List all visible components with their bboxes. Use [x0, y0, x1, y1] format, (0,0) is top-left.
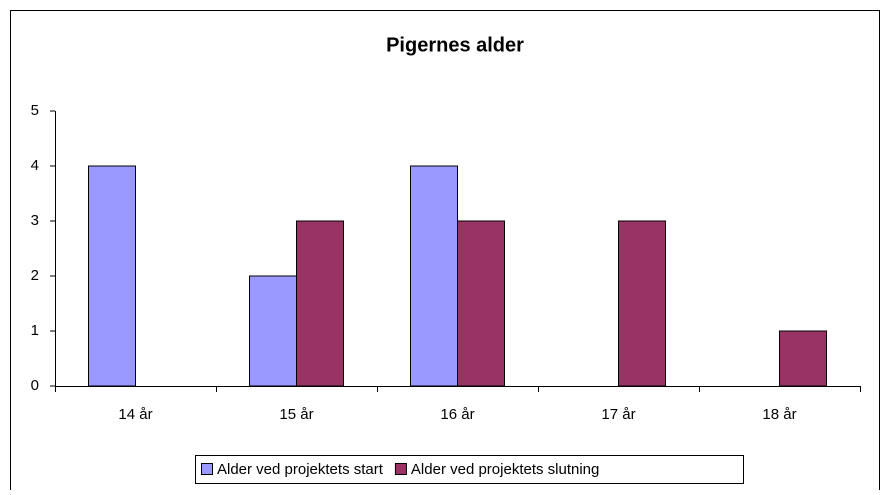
bar — [296, 220, 344, 387]
chart-title: Pigernes alder — [386, 34, 524, 56]
y-tick-label: 1 — [31, 322, 39, 339]
x-tick-label: 14 år — [118, 406, 152, 423]
x-tick-label: 16 år — [440, 406, 474, 423]
legend-label: Alder ved projektets slutning — [411, 461, 599, 478]
bar — [249, 275, 297, 387]
y-tick-label: 0 — [31, 377, 39, 394]
legend-swatch — [201, 463, 213, 475]
bar — [779, 330, 827, 387]
legend-label: Alder ved projektets start — [217, 461, 384, 478]
y-tick-label: 5 — [31, 102, 39, 119]
y-tick-label: 4 — [31, 157, 39, 174]
bar — [618, 220, 666, 387]
y-tick-label: 3 — [31, 212, 39, 229]
x-tick-label: 15 år — [279, 406, 313, 423]
legend-swatch — [394, 463, 407, 475]
bar — [457, 220, 505, 387]
legend — [195, 455, 744, 484]
bar — [88, 165, 136, 387]
bar — [410, 165, 458, 387]
y-tick-label: 2 — [31, 267, 39, 284]
x-tick-label: 18 år — [762, 406, 796, 423]
x-tick-label: 17 år — [601, 406, 635, 423]
